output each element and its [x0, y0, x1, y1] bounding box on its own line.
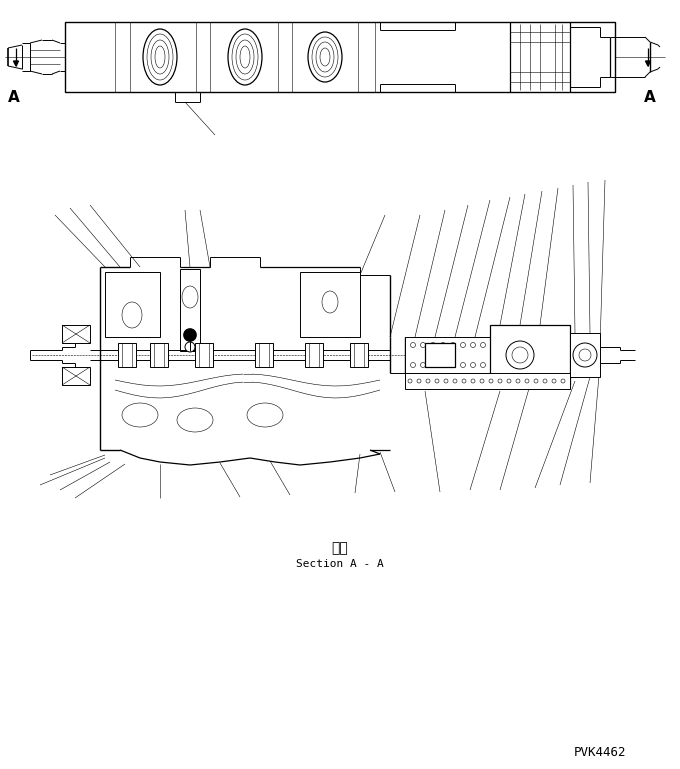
Text: A: A — [644, 91, 656, 105]
Bar — [425, 343, 455, 367]
Ellipse shape — [182, 286, 198, 308]
Ellipse shape — [122, 302, 142, 328]
Ellipse shape — [247, 403, 283, 427]
Circle shape — [430, 342, 435, 348]
Circle shape — [441, 342, 445, 348]
Circle shape — [481, 362, 486, 368]
Circle shape — [185, 342, 195, 352]
Circle shape — [462, 379, 466, 383]
Text: Section A - A: Section A - A — [296, 559, 384, 569]
Circle shape — [471, 342, 475, 348]
Bar — [350, 343, 368, 367]
Circle shape — [498, 379, 502, 383]
Circle shape — [489, 379, 493, 383]
Bar — [305, 343, 323, 367]
Bar — [405, 373, 570, 389]
Bar — [255, 343, 273, 367]
Bar — [490, 325, 570, 385]
Circle shape — [411, 342, 415, 348]
Circle shape — [420, 342, 426, 348]
Circle shape — [426, 379, 430, 383]
Circle shape — [460, 362, 466, 368]
Circle shape — [471, 379, 475, 383]
Circle shape — [534, 379, 538, 383]
Circle shape — [507, 379, 511, 383]
Circle shape — [460, 342, 466, 348]
Bar — [570, 333, 600, 377]
Circle shape — [430, 362, 435, 368]
Circle shape — [417, 379, 421, 383]
Circle shape — [525, 379, 529, 383]
Bar — [195, 343, 213, 367]
Text: PVK4462: PVK4462 — [574, 745, 626, 758]
Polygon shape — [14, 61, 18, 66]
Ellipse shape — [228, 29, 262, 85]
Circle shape — [450, 342, 456, 348]
Ellipse shape — [177, 408, 213, 432]
Circle shape — [184, 329, 196, 341]
Text: 断面: 断面 — [332, 541, 348, 555]
Circle shape — [420, 362, 426, 368]
Bar — [150, 343, 168, 367]
Circle shape — [411, 362, 415, 368]
Circle shape — [453, 379, 457, 383]
Circle shape — [444, 379, 448, 383]
Ellipse shape — [308, 32, 342, 82]
Polygon shape — [187, 335, 193, 340]
Circle shape — [552, 379, 556, 383]
Bar — [62, 325, 90, 343]
Bar — [405, 337, 490, 373]
Bar — [62, 367, 90, 385]
Bar — [118, 343, 136, 367]
Circle shape — [512, 347, 528, 363]
Ellipse shape — [322, 291, 338, 313]
Circle shape — [516, 379, 520, 383]
Circle shape — [573, 343, 597, 367]
Circle shape — [561, 379, 565, 383]
Circle shape — [506, 341, 534, 369]
Circle shape — [543, 379, 547, 383]
Circle shape — [481, 342, 486, 348]
Circle shape — [471, 362, 475, 368]
Ellipse shape — [143, 29, 177, 85]
Polygon shape — [645, 61, 651, 66]
Circle shape — [408, 379, 412, 383]
Bar — [105, 272, 160, 337]
Circle shape — [579, 349, 591, 361]
Ellipse shape — [122, 403, 158, 427]
Circle shape — [480, 379, 484, 383]
Circle shape — [450, 362, 456, 368]
Bar — [180, 269, 200, 351]
Circle shape — [441, 362, 445, 368]
Bar — [65, 22, 615, 92]
Text: A: A — [8, 91, 20, 105]
Bar — [300, 272, 360, 337]
Circle shape — [435, 379, 439, 383]
